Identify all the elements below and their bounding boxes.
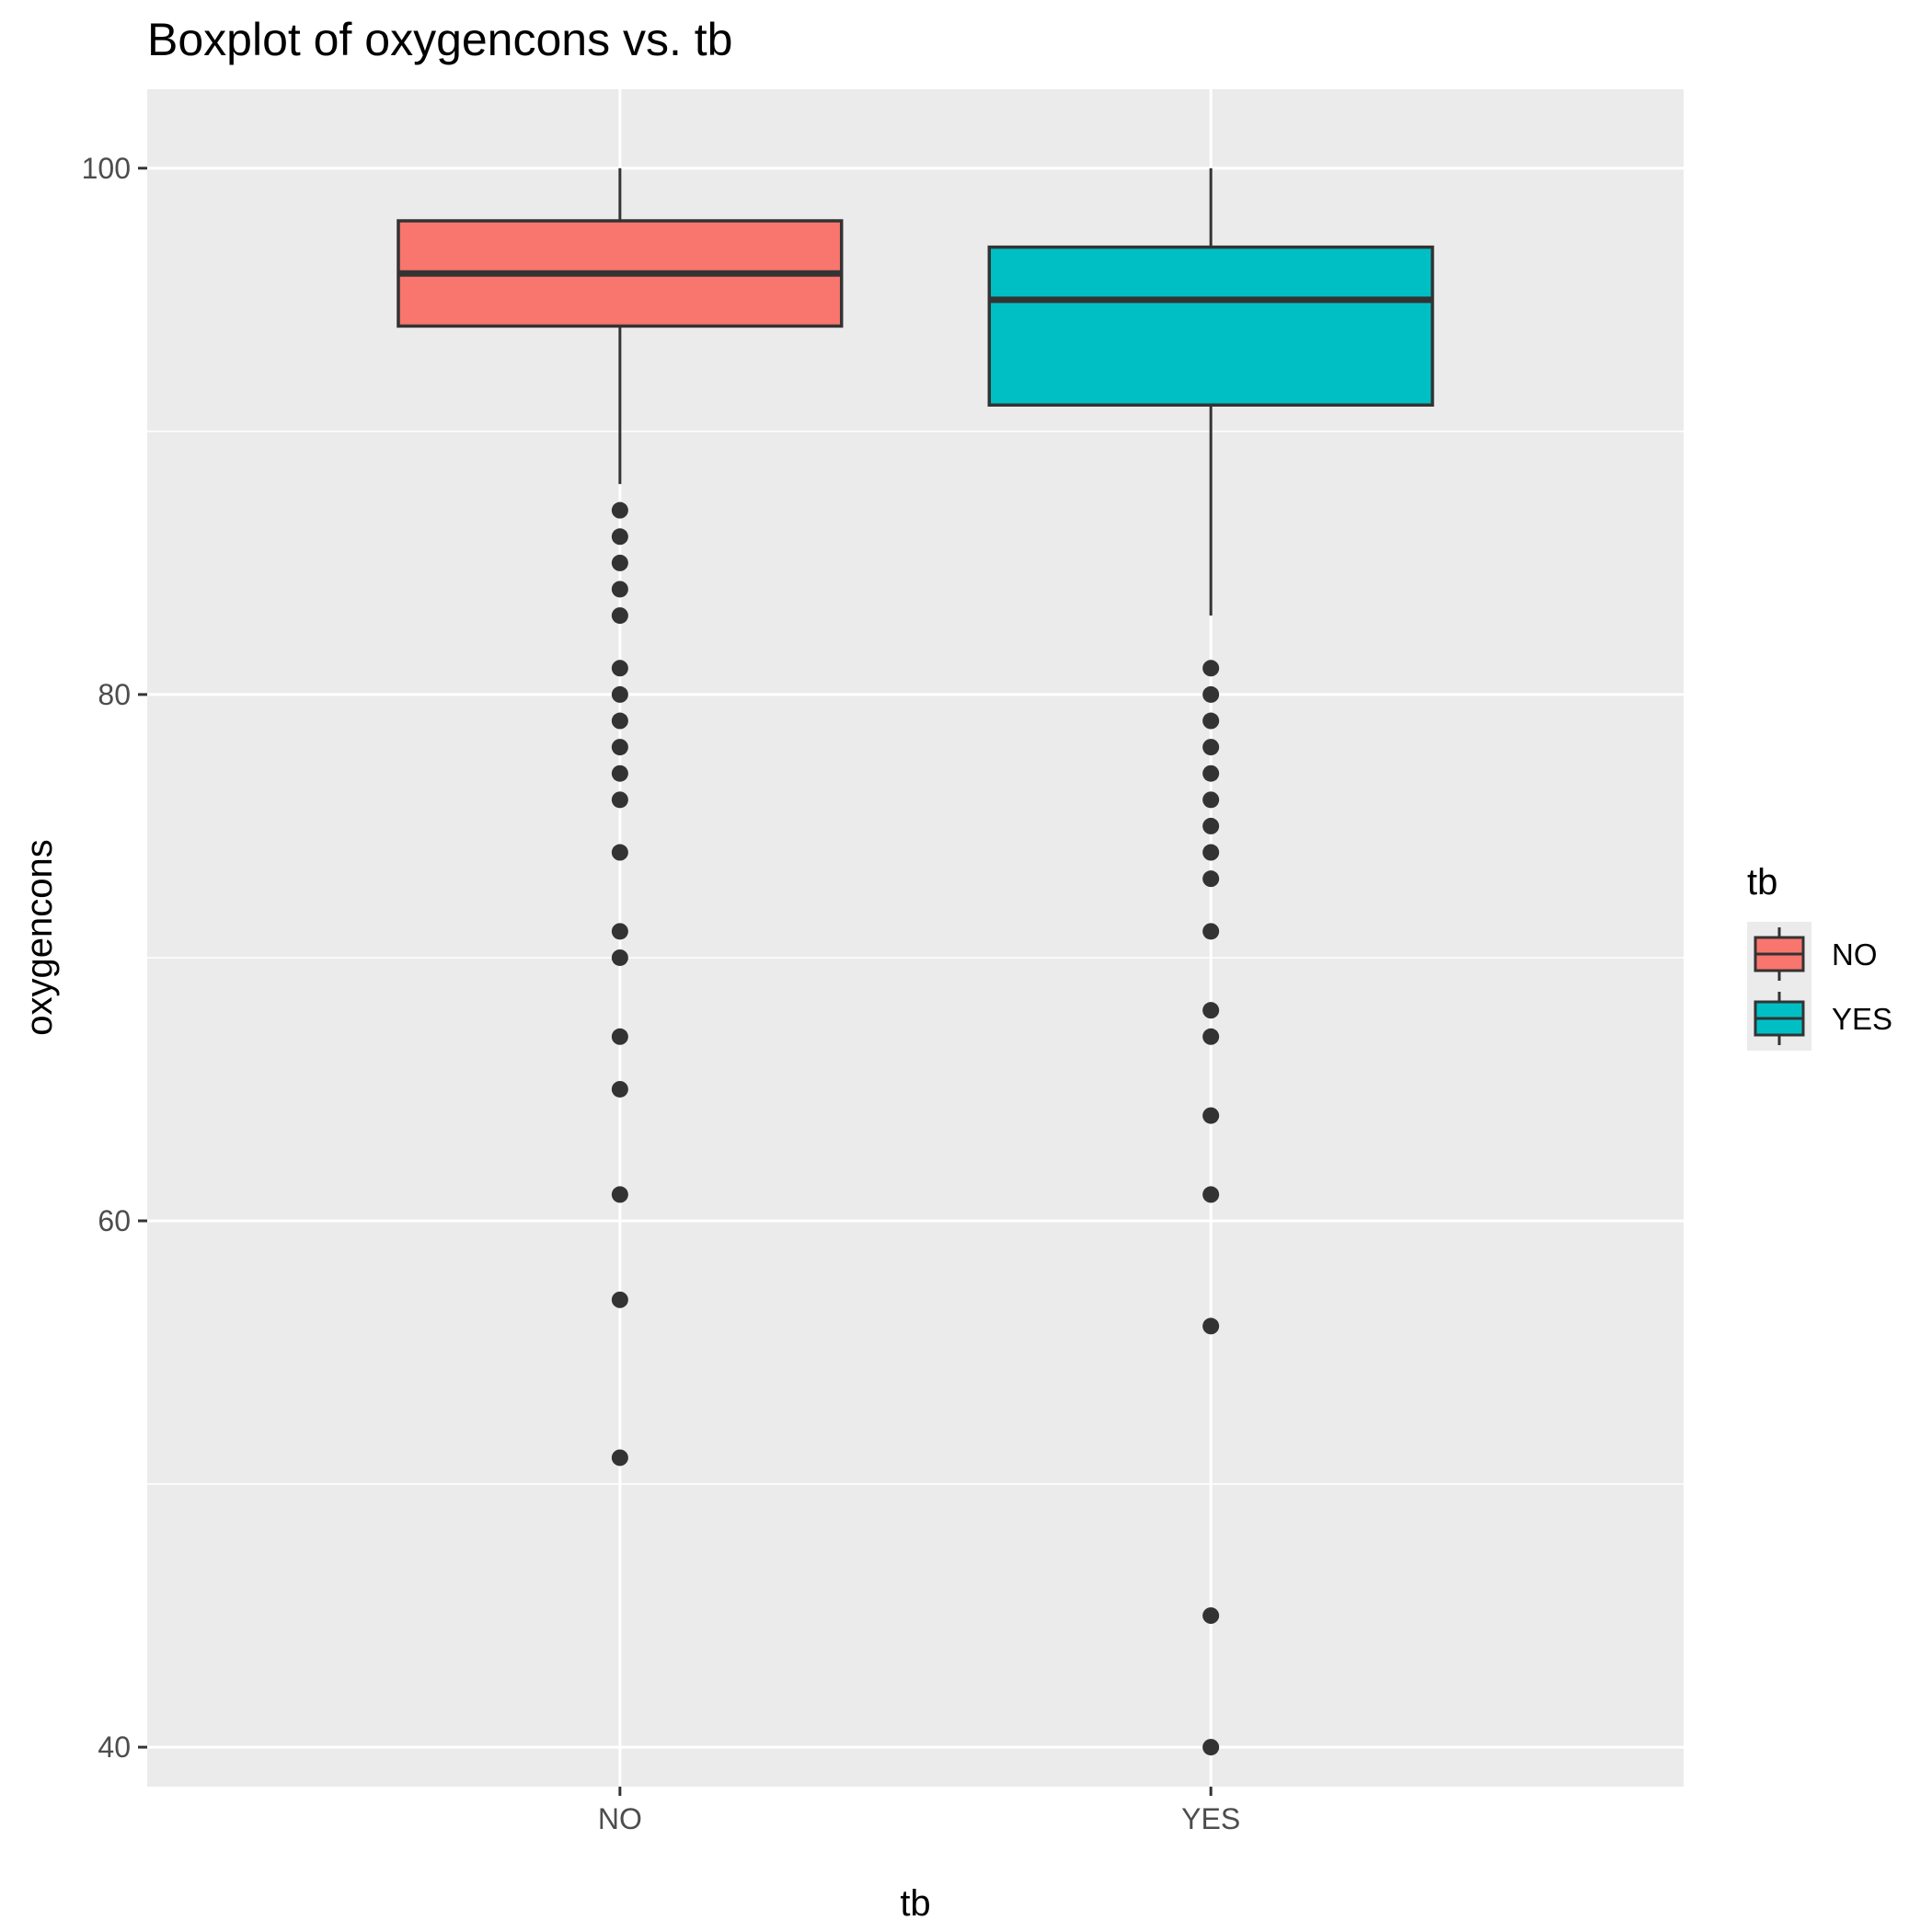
legend: tb NO YES [1747,862,1892,1051]
y-tick-label: 60 [98,1204,131,1237]
outlier-point [1202,1028,1220,1045]
outlier-point [1202,1607,1220,1625]
outlier-point [611,844,628,861]
chart-title: Boxplot of oxygencons vs. tb [147,14,732,65]
outlier-point [1202,765,1220,782]
x-tick-label: YES [1181,1802,1240,1835]
x-axis-title: tb [900,1883,930,1924]
outlier-point [611,712,628,730]
x-tick-label: NO [598,1802,642,1835]
y-axis-title: oxygencons [19,839,60,1035]
legend-label: NO [1832,937,1878,972]
outlier-point [1202,1186,1220,1203]
outlier-point [1202,712,1220,730]
axes: 40 60 80 100 NO YES [82,152,1241,1835]
outlier-point [1202,1107,1220,1124]
outlier-point [611,607,628,625]
outlier-point [611,554,628,571]
legend-label: YES [1832,1002,1892,1036]
outlier-point [1202,685,1220,703]
outlier-point [1202,870,1220,888]
y-tick-label: 80 [98,678,131,711]
legend-key-yes: YES [1747,986,1892,1051]
outlier-point [611,1080,628,1098]
outlier-point [611,1291,628,1308]
outlier-point [611,685,628,703]
outlier-point [611,1449,628,1466]
outlier-point [611,501,628,519]
outlier-point [611,791,628,809]
outlier-point [611,949,628,966]
outlier-point [611,923,628,940]
boxes [397,167,1434,616]
outlier-point [611,528,628,546]
outlier-point [611,739,628,756]
outlier-point [1202,1317,1220,1335]
outlier-point [611,581,628,598]
outlier-point [1202,817,1220,834]
outlier-point [611,660,628,677]
outlier-point [1202,844,1220,861]
outlier-point [1202,923,1220,940]
outlier-point [1202,791,1220,809]
y-tick-label: 40 [98,1731,131,1764]
outlier-point [1202,1739,1220,1756]
box-yes [987,167,1434,616]
y-tick-label: 100 [82,152,131,185]
outlier-point [611,1028,628,1045]
outlier-point [1202,660,1220,677]
legend-key-no: NO [1747,922,1878,986]
outlier-point [611,1186,628,1203]
outlier-points [611,501,1220,1756]
outlier-point [1202,739,1220,756]
iqr-box [987,245,1434,408]
outlier-point [1202,1002,1220,1019]
box-no [397,167,844,485]
outlier-point [611,765,628,782]
plot-panel [147,89,1684,1787]
legend-title: tb [1747,862,1777,903]
